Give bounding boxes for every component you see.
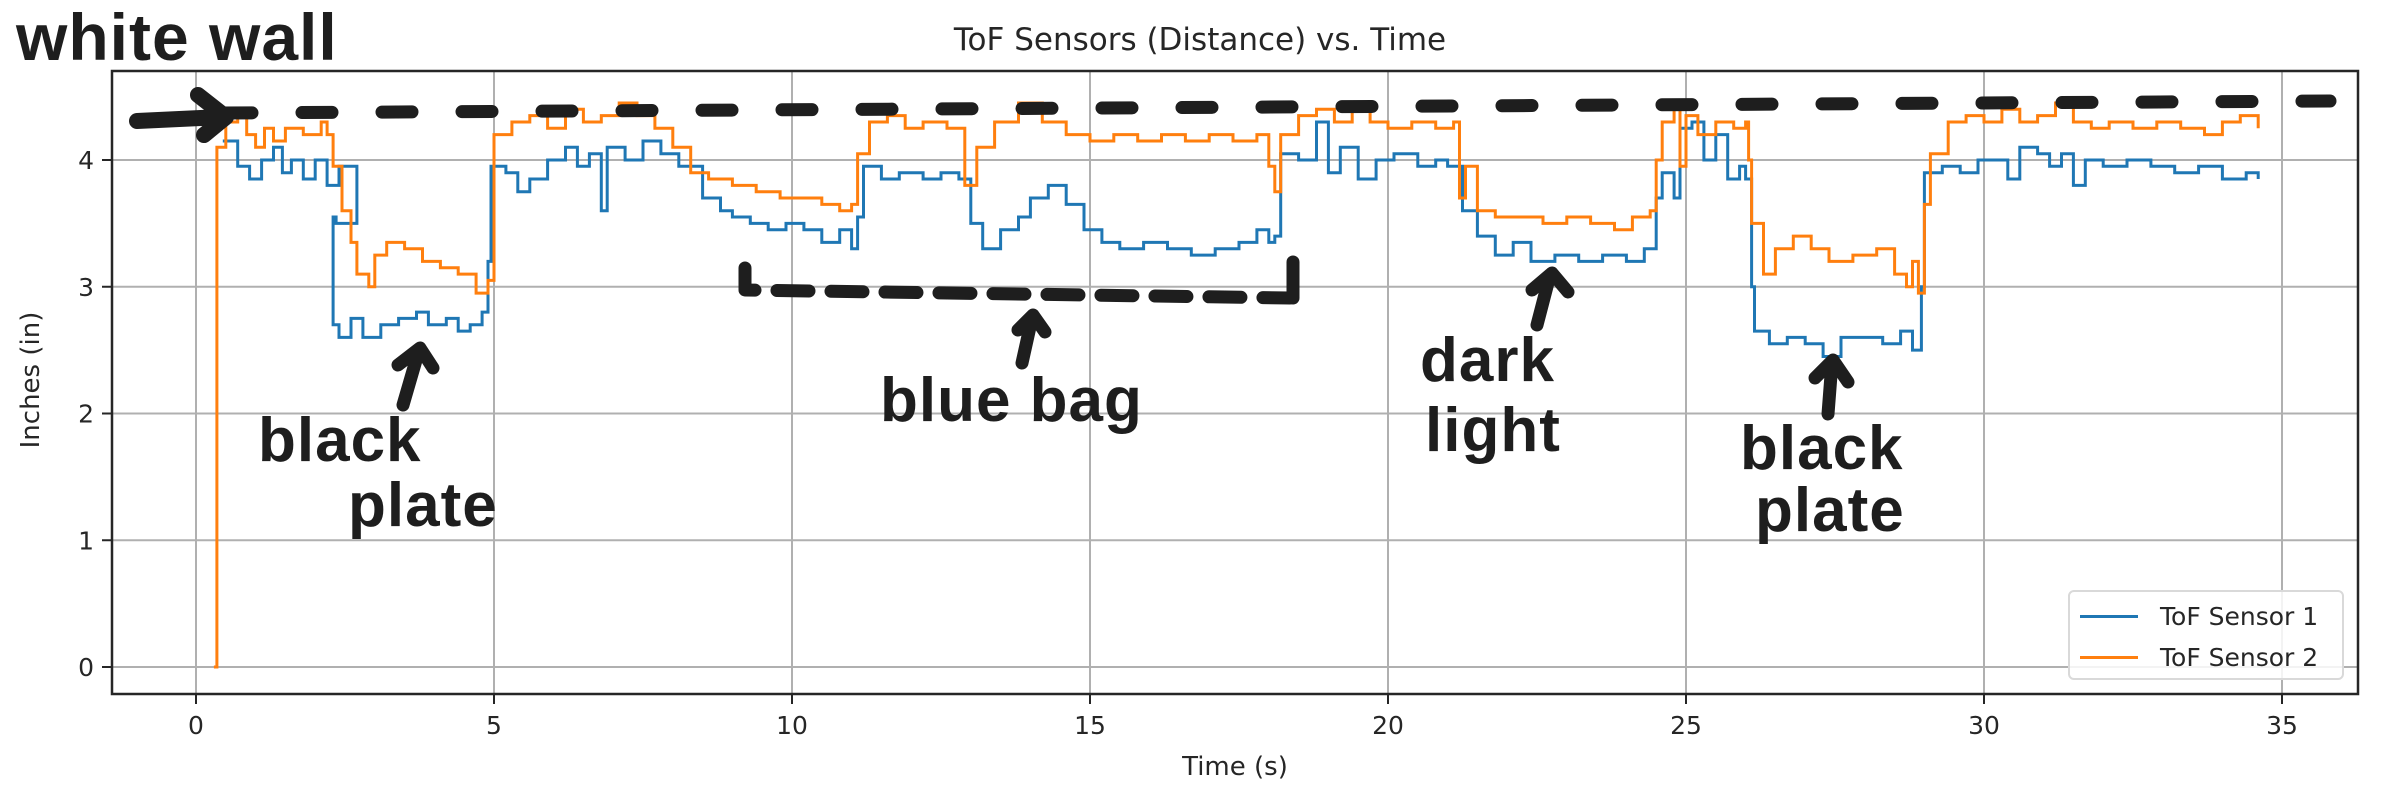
annotation-black-plate-2-line1: black (1740, 414, 1904, 483)
axis-ticks: 0 5 10 15 20 25 30 35 0 1 2 3 4 (78, 146, 2298, 740)
dark-light-arrow-icon (1525, 266, 1575, 332)
y-tick-label: 3 (78, 273, 94, 302)
legend-item-sensor-1: ToF Sensor 1 (2080, 596, 2318, 636)
y-tick-label: 4 (78, 146, 94, 175)
axes-frame (110, 69, 2360, 696)
x-tick-label: 20 (1372, 711, 1404, 740)
x-tick-label: 10 (776, 711, 808, 740)
x-tick-label: 0 (188, 711, 204, 740)
blue-bag-bracket (738, 261, 1297, 305)
annotation-dark-light-line1: dark (1420, 326, 1555, 395)
y-tick-label: 0 (78, 653, 94, 682)
annotation-black-plate-1-line2: plate (348, 471, 498, 540)
legend-item-sensor-2: ToF Sensor 2 (2080, 637, 2318, 677)
x-tick-label: 5 (486, 711, 502, 740)
annotation-white-wall: white wall (16, 0, 338, 74)
y-tick-label: 2 (78, 400, 94, 429)
chart-title: ToF Sensors (Distance) vs. Time (953, 22, 1447, 58)
legend-swatch-sensor-2 (2080, 655, 2138, 659)
x-axis-label: Time (s) (1182, 752, 1288, 782)
data-series (213, 101, 2260, 669)
black-plate-1-arrow-icon (391, 341, 440, 412)
annotation-black-plate-2-line2: plate (1755, 476, 1905, 545)
y-axis-label: Inches (in) (16, 311, 46, 449)
legend-label-sensor-1: ToF Sensor 1 (2160, 601, 2319, 631)
white-wall-arrow-icon (129, 87, 234, 143)
legend: ToF Sensor 1 ToF Sensor 2 (2068, 590, 2344, 680)
y-tick-label: 1 (78, 526, 94, 555)
legend-swatch-sensor-1 (2080, 614, 2138, 618)
annotation-black-plate-1-line1: black (258, 406, 422, 475)
handwritten-annotations (129, 87, 2337, 421)
black-plate-2-arrow-icon (1808, 353, 1855, 421)
x-tick-label: 35 (2266, 711, 2298, 740)
series-line-sensor-2 (213, 101, 2260, 669)
annotation-blue-bag: blue bag (880, 366, 1143, 435)
annotation-dark-light-line2: light (1425, 396, 1561, 465)
series-line-sensor-1 (222, 120, 2260, 358)
x-tick-label: 25 (1670, 711, 1702, 740)
white-wall-dashed-line (215, 94, 2337, 120)
x-tick-label: 30 (1968, 711, 2000, 740)
blue-bag-arrow-icon (1011, 308, 1052, 370)
legend-label-sensor-2: ToF Sensor 2 (2160, 642, 2319, 672)
x-tick-label: 15 (1074, 711, 1106, 740)
